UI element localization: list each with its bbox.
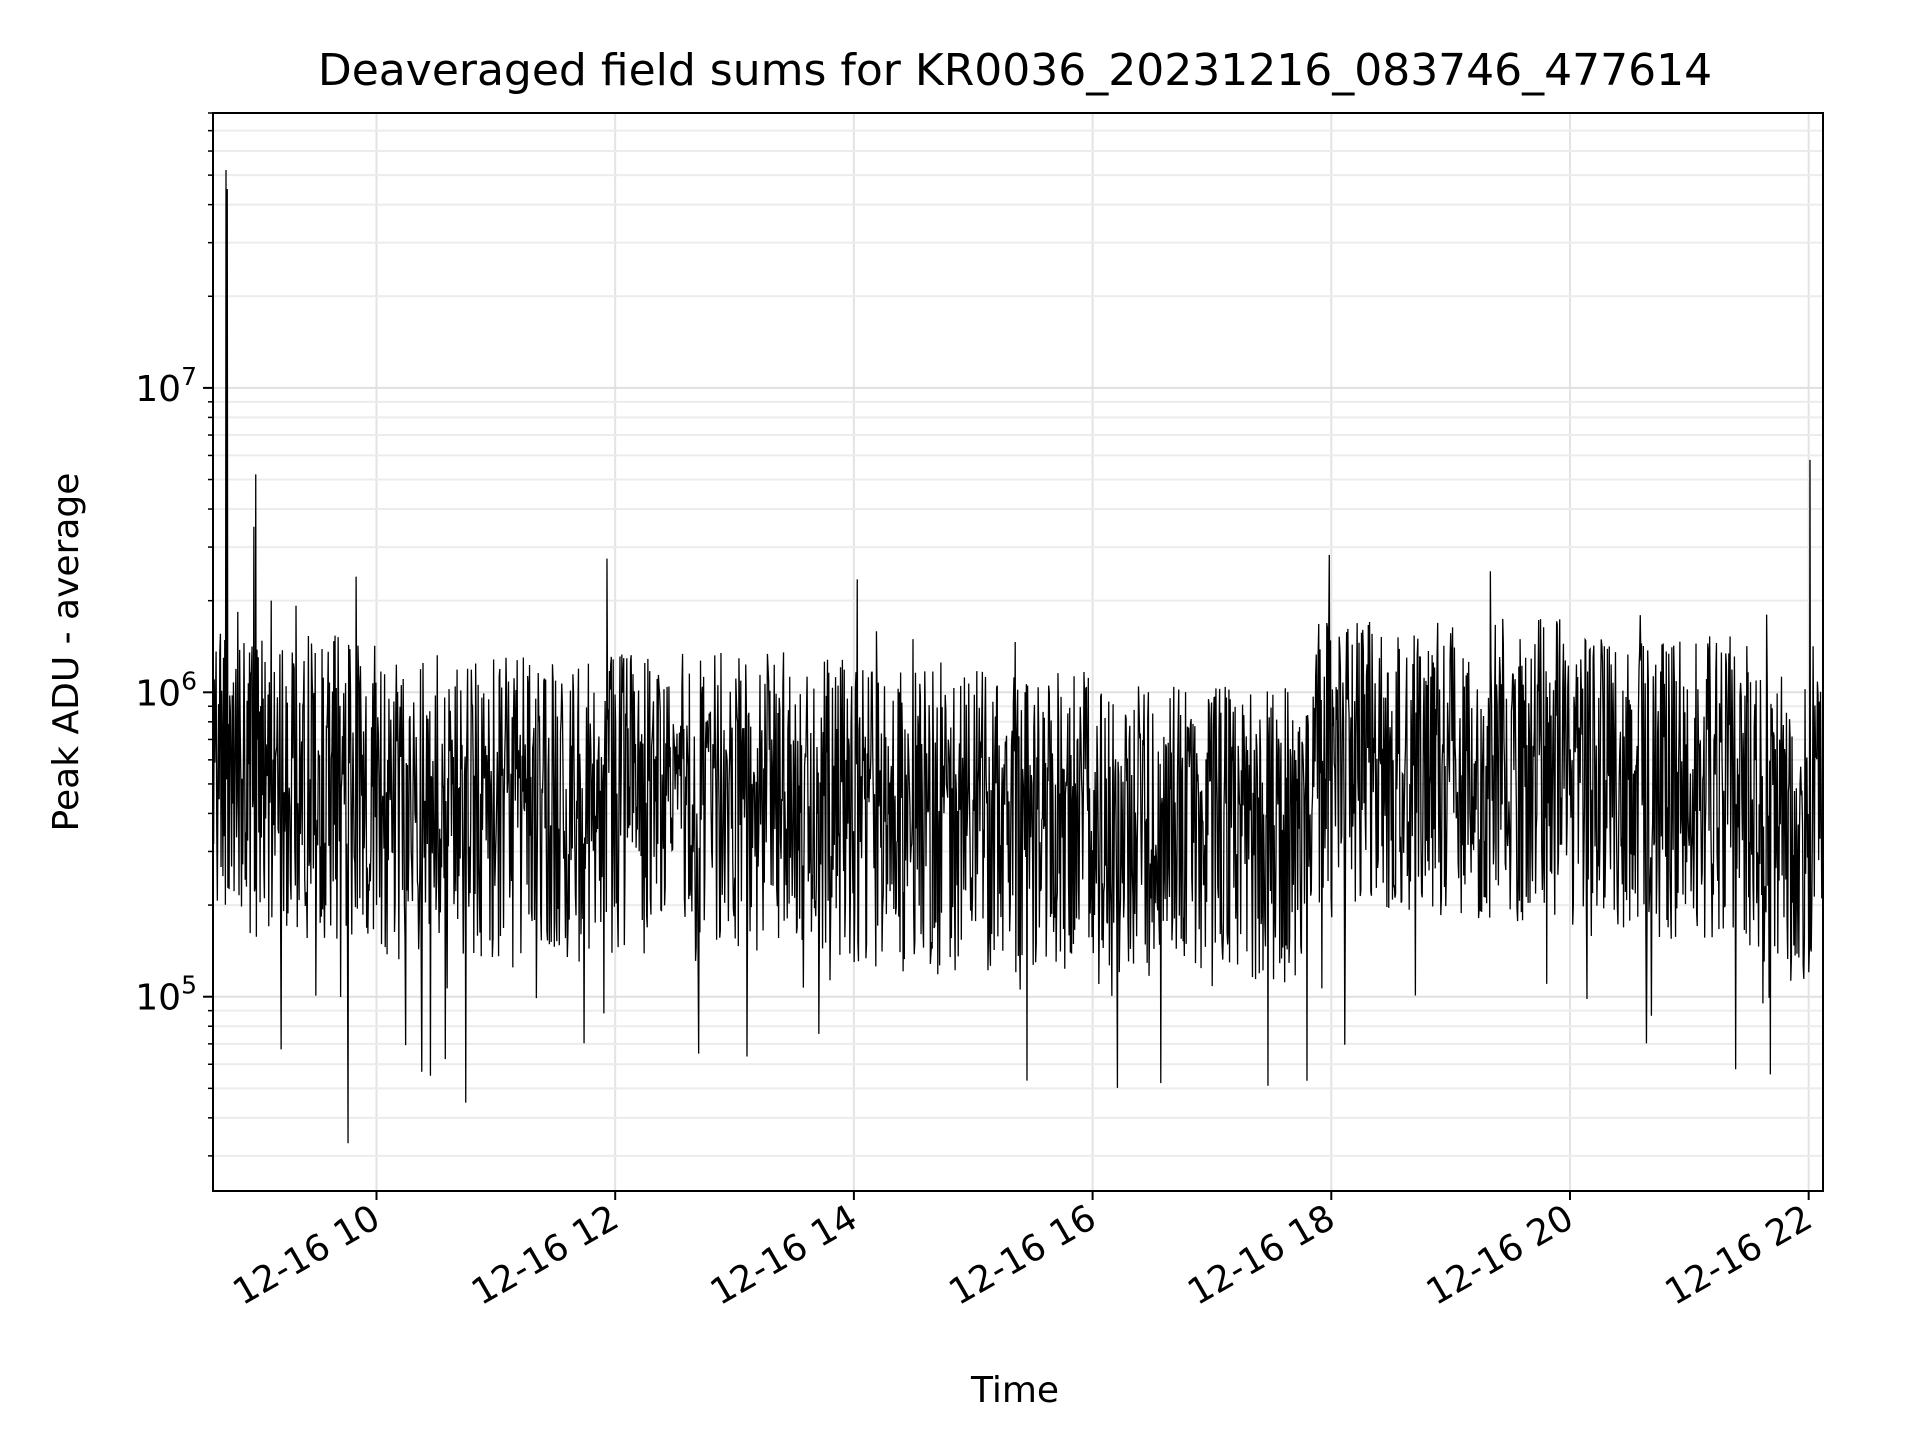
y-tick-label-0: 105	[135, 971, 197, 1019]
y-tick-label-2: 107	[135, 362, 197, 410]
plot-area-frame	[212, 112, 1824, 1192]
y-tick-label-1: 106	[135, 666, 197, 714]
series-line	[212, 169, 1824, 1144]
y-axis: 105 106 107	[135, 362, 213, 1019]
x-axis-label: Time	[970, 1370, 1059, 1411]
y-axis-label: Peak ADU - average	[46, 473, 87, 832]
series-line-group	[212, 169, 1824, 1144]
chart-title: Deaveraged field sums for KR0036_2023121…	[318, 45, 1712, 96]
